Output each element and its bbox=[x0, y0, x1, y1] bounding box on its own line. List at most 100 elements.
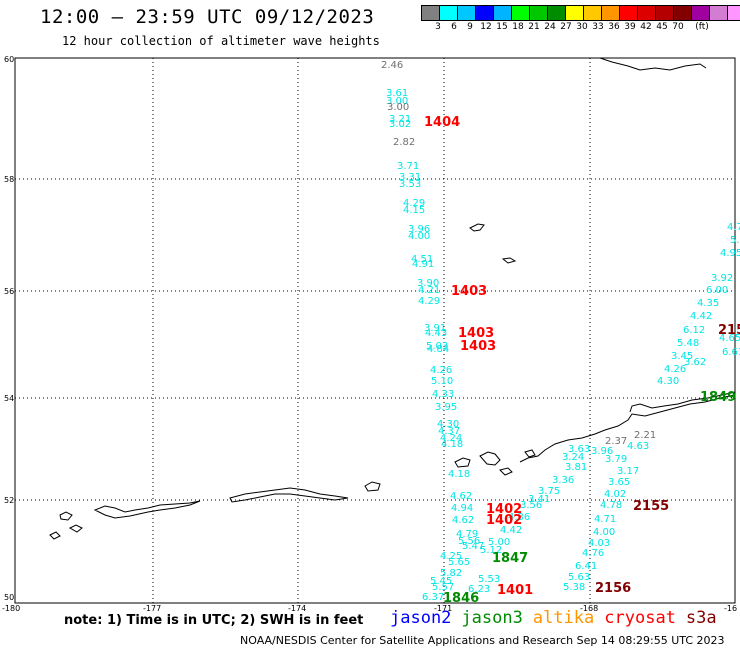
swh-value: 3.21 bbox=[389, 114, 411, 125]
swh-value: 6.61 bbox=[722, 347, 740, 358]
swh-value: 4.91 bbox=[412, 259, 434, 270]
legend-label: 21 bbox=[528, 22, 540, 32]
swh-value: 5.12 bbox=[480, 545, 502, 556]
swh-value: 3.00 bbox=[386, 96, 408, 107]
swh-value: 4.37 bbox=[438, 426, 460, 437]
swh-value: 3.17 bbox=[617, 466, 639, 477]
swh-value: 3.56 bbox=[520, 500, 542, 511]
swh-value: 5.63 bbox=[568, 572, 590, 583]
satellite-cryosat: cryosat bbox=[604, 608, 676, 628]
satellite-jason3: jason3 bbox=[461, 608, 523, 628]
swh-value: 2.82 bbox=[393, 137, 415, 148]
legend-label: 39 bbox=[624, 22, 636, 32]
lon-label: -16 bbox=[724, 604, 737, 613]
legend-label: 15 bbox=[496, 22, 508, 32]
near-islands bbox=[68, 524, 83, 533]
swh-value: 4.63 bbox=[627, 441, 649, 452]
legend-swatches bbox=[421, 5, 740, 21]
aleutian-chain bbox=[93, 500, 201, 519]
swh-value: 4.30 bbox=[657, 376, 679, 387]
aleutian-island bbox=[524, 449, 536, 458]
swh-value: 4.70 bbox=[727, 222, 740, 233]
latitude-labels: 60 58 56 54 52 50 bbox=[4, 55, 14, 602]
lat-label: 60 bbox=[4, 55, 14, 64]
legend-label: 70 bbox=[672, 22, 684, 32]
swh-value: 3.63 bbox=[568, 444, 590, 455]
swh-value: 3.96 bbox=[408, 224, 430, 235]
swh-track-c: 4.70 5.00 4.95 3.926.00 4.35 4.42 6.12 5.48 3.45… bbox=[468, 222, 740, 595]
lat-label: 50 bbox=[4, 593, 14, 602]
swh-value: 3.45 bbox=[671, 351, 693, 362]
map-frame bbox=[14, 57, 736, 604]
pass-time-label: 1404 bbox=[424, 115, 460, 130]
swh-value: 6.00 bbox=[706, 285, 728, 296]
swh-value: 2.37 bbox=[605, 436, 627, 447]
swh-value: 3.75 bbox=[538, 486, 560, 497]
pass-time-label: 1403 bbox=[458, 326, 494, 341]
map-title: 12:00 – 23:59 UTC 09/12/2023 bbox=[40, 6, 375, 28]
units-note: note: 1) Time is in UTC; 2) SWH is in fe… bbox=[64, 613, 364, 628]
legend-label: (ft) bbox=[695, 22, 709, 32]
swh-value: 4.18 bbox=[441, 439, 463, 450]
swh-value: 4.79 bbox=[456, 529, 478, 540]
pass-time-label: 1846 bbox=[443, 591, 479, 606]
swh-value: 5.47 bbox=[462, 541, 484, 552]
swh-value: 3.90 bbox=[417, 278, 439, 289]
legend-label: 3 bbox=[435, 22, 441, 32]
swh-value: 6.37 bbox=[422, 592, 444, 603]
swh-value: 5.45 bbox=[430, 576, 452, 587]
pass-time-label: 1403 bbox=[451, 284, 487, 299]
aleutian-island bbox=[454, 457, 471, 468]
swh-value: 3.81 bbox=[565, 462, 587, 473]
coastline bbox=[49, 57, 736, 540]
unimak-island bbox=[479, 451, 501, 466]
near-islands bbox=[59, 511, 73, 521]
lat-label: 54 bbox=[4, 394, 14, 403]
swh-value: 4.65 bbox=[719, 333, 740, 344]
legend-label: 27 bbox=[560, 22, 572, 32]
swh-value: 6.12 bbox=[683, 325, 705, 336]
swh-value: 4.24 bbox=[440, 433, 462, 444]
swh-value: 3.24 bbox=[562, 452, 584, 463]
swh-value: 5.56 bbox=[458, 536, 480, 547]
swh-value: 5.00 bbox=[730, 235, 740, 246]
swh-value: 4.26 bbox=[664, 364, 686, 375]
swh-value: 3.36 bbox=[552, 475, 574, 486]
swh-value: 3.71 bbox=[397, 161, 419, 172]
alaska-peninsula-coast bbox=[519, 394, 736, 463]
swh-value: 6.23 bbox=[468, 584, 490, 595]
map-subtitle: 12 hour collection of altimeter wave hei… bbox=[62, 34, 380, 48]
lon-label: -168 bbox=[580, 604, 598, 613]
swh-value: 4.00 bbox=[408, 231, 430, 242]
swh-value: 4.26 bbox=[430, 365, 452, 376]
swh-value: 5.53 bbox=[478, 574, 500, 585]
legend-label: 42 bbox=[640, 22, 652, 32]
swh-value: 4.42 bbox=[690, 311, 712, 322]
legend-label: 9 bbox=[467, 22, 473, 32]
aleutian-island bbox=[499, 467, 513, 476]
alaska-peninsula-coast bbox=[629, 391, 736, 413]
swh-value: 4.29 bbox=[403, 198, 425, 209]
pass-time-label: 2156 bbox=[595, 581, 631, 596]
pass-time-label: 1847 bbox=[492, 551, 528, 566]
swh-value: 4.35 bbox=[697, 298, 719, 309]
pass-time-label: 1402 bbox=[486, 502, 522, 517]
pass-time-label: 1402 bbox=[486, 513, 522, 528]
legend-label: 45 bbox=[656, 22, 668, 32]
swh-value: 5.00 bbox=[488, 537, 510, 548]
swh-value: 4.15 bbox=[403, 205, 425, 216]
legend-label: 18 bbox=[512, 22, 524, 32]
swh-value: 3.96 bbox=[591, 446, 613, 457]
swh-value: 4.84 bbox=[427, 344, 449, 355]
swh-value: 4.33 bbox=[432, 389, 454, 400]
legend-label: 30 bbox=[576, 22, 588, 32]
pass-time-label: 1401 bbox=[497, 583, 533, 598]
lat-label: 52 bbox=[4, 496, 14, 505]
swh-value: 4.76 bbox=[582, 548, 604, 559]
swh-value: 3.41 bbox=[528, 494, 550, 505]
pass-time-label: 1403 bbox=[460, 339, 496, 354]
alaska-mainland-coast bbox=[599, 57, 707, 71]
swh-value: 4.18 bbox=[448, 469, 470, 480]
swh-value: 2.21 bbox=[634, 430, 656, 441]
swh-value: 3.62 bbox=[684, 357, 706, 368]
